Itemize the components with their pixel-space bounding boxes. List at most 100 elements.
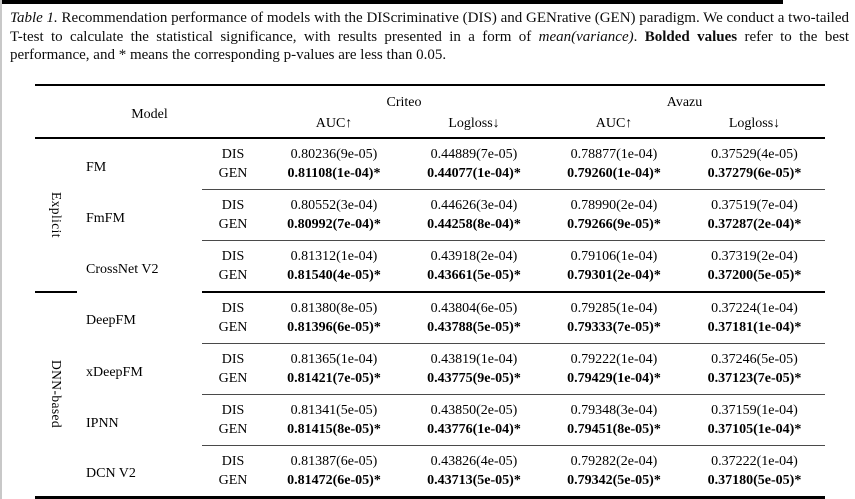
header-metric-avazu-logloss: Logloss↓ (684, 113, 825, 139)
metric-value: 0.37222(1e-04) (711, 454, 798, 469)
header-dataset-criteo: Criteo (386, 95, 422, 110)
header-dataset-avazu: Avazu (666, 95, 703, 110)
metric-value: 0.37519(7e-04) (711, 198, 798, 213)
caption-label: Table 1. (10, 10, 58, 26)
header-metric-criteo-auc: AUC↑ (264, 113, 404, 139)
group-label-text: DNN-based (49, 360, 64, 429)
metric-value: 0.81387(6e-05) (290, 454, 378, 469)
model-name: xDeepFM (86, 364, 143, 380)
metric-value: 0.79451(8e-05)* (544, 420, 684, 446)
metric-value: 0.44077(1e-04)* (404, 164, 544, 190)
metric-value: 0.79106(1e-04) (570, 249, 658, 264)
metric-value: 0.37246(5e-05) (711, 352, 798, 367)
table-row: GEN 0.81396(6e-05)* 0.43788(5e-05)* 0.79333… (35, 318, 825, 344)
metric-value: 0.79260(1e-04)* (544, 164, 684, 190)
metric-value: 0.80552(3e-04) (290, 198, 378, 213)
paradigm-label: DIS (221, 352, 245, 367)
metric-value: 0.81312(1e-04) (290, 249, 378, 264)
table-row: GEN 0.81415(8e-05)* 0.43776(1e-04)* 0.79451… (35, 420, 825, 446)
metric-value: 0.79222(1e-04) (570, 352, 658, 367)
metric-value: 0.81380(8e-05) (290, 301, 378, 316)
metric-value: 0.43850(2e-05) (430, 403, 518, 418)
metric-value: 0.37105(1e-04)* (684, 420, 825, 446)
paradigm-label: GEN (202, 164, 264, 190)
metric-value: 0.81108(1e-04)* (264, 164, 404, 190)
metric-value: 0.37319(2e-04) (711, 249, 798, 264)
metric-value: 0.44626(3e-04) (430, 198, 518, 213)
paradigm-label: DIS (221, 249, 245, 264)
caption-text-1: Recommendation performance of models wit… (10, 10, 849, 45)
table-row: DCN V2 DIS 0.81387(6e-05) 0.43826(4e-05) 0.7… (35, 446, 825, 481)
table-caption: Table 1. Recommendation performance of m… (10, 9, 849, 65)
metric-value: 0.80992(7e-04)* (264, 215, 404, 241)
table-row: xDeepFM DIS 0.81365(1e-04) 0.43819(1e-04) 0.… (35, 344, 825, 380)
header-model: Model (35, 85, 264, 139)
paradigm-label: DIS (221, 301, 245, 316)
metric-value: 0.43661(5e-05)* (404, 266, 544, 293)
model-name: FmFM (86, 210, 125, 226)
metric-value: 0.37224(1e-04) (711, 301, 798, 316)
metric-value: 0.79348(3e-04) (570, 403, 658, 418)
paradigm-label: GEN (202, 420, 264, 446)
metric-value: 0.81396(6e-05)* (264, 318, 404, 344)
results-table: Model Criteo Avazu AUC↑ Logloss↓ AUC↑ Lo… (35, 84, 825, 499)
metric-value: 0.44258(8e-04)* (404, 215, 544, 241)
metric-value: 0.43788(5e-05)* (404, 318, 544, 344)
metric-value: 0.79429(1e-04)* (544, 369, 684, 395)
results-table-wrapper: Model Criteo Avazu AUC↑ Logloss↓ AUC↑ Lo… (35, 84, 825, 499)
metric-value: 0.81365(1e-04) (290, 352, 378, 367)
metric-value: 0.37287(2e-04)* (684, 215, 825, 241)
metric-value: 0.81421(7e-05)* (264, 369, 404, 395)
group-label: DNN-based (35, 292, 77, 498)
metric-value: 0.81540(4e-05)* (264, 266, 404, 293)
table-row: GEN 0.81540(4e-05)* 0.43661(5e-05)* 0.79301… (35, 266, 825, 293)
metric-value: 0.78877(1e-04) (570, 147, 658, 162)
metric-value: 0.81341(5e-05) (290, 403, 378, 418)
metric-value: 0.43819(1e-04) (430, 352, 518, 367)
table-row: GEN 0.81108(1e-04)* 0.44077(1e-04)* 0.79260… (35, 164, 825, 190)
header-metric-avazu-auc: AUC↑ (544, 113, 684, 139)
metric-value: 0.43918(2e-04) (430, 249, 518, 264)
model-name: FM (86, 159, 107, 175)
table-row: GEN 0.81421(7e-05)* 0.43775(9e-05)* 0.79429… (35, 369, 825, 395)
paradigm-label: DIS (221, 454, 245, 469)
metric-value: 0.43775(9e-05)* (404, 369, 544, 395)
model-name: IPNN (86, 415, 119, 431)
metric-value: 0.37180(5e-05)* (707, 473, 802, 488)
metric-value: 0.79285(1e-04) (570, 301, 658, 316)
paradigm-label: DIS (221, 403, 245, 418)
model-name: CrossNet V2 (86, 261, 159, 277)
model-name: DeepFM (86, 313, 136, 329)
table-row: IPNN DIS 0.81341(5e-05) 0.43850(2e-05) 0.793… (35, 395, 825, 431)
caption-text-2: . (633, 28, 645, 45)
table-row: GEN 0.80992(7e-04)* 0.44258(8e-04)* 0.79266… (35, 215, 825, 241)
metric-value: 0.79342(5e-05)* (567, 473, 661, 488)
paradigm-label: GEN (218, 473, 248, 488)
metric-value: 0.43804(6e-05) (430, 301, 518, 316)
metric-value: 0.37159(1e-04) (711, 403, 798, 418)
metric-value: 0.80236(9e-05) (290, 147, 378, 162)
group-label: Explicit (35, 138, 77, 293)
metric-value: 0.37123(7e-05)* (684, 369, 825, 395)
metric-value: 0.81415(8e-05)* (264, 420, 404, 446)
paradigm-label: DIS (221, 147, 245, 162)
paradigm-label: DIS (221, 198, 245, 213)
metric-value: 0.79333(7e-05)* (544, 318, 684, 344)
metric-value: 0.43713(5e-05)* (427, 473, 521, 488)
caption-bold-term: Bolded values (644, 28, 738, 45)
header-row-metrics: AUC↑ Logloss↓ AUC↑ Logloss↓ (35, 113, 825, 139)
header-metric-criteo-logloss: Logloss↓ (404, 113, 544, 139)
metric-value: 0.37279(6e-05)* (684, 164, 825, 190)
table-row: DNN-based DeepFM DIS 0.81380(8e-05) 0.43804(… (35, 292, 825, 429)
metric-value: 0.43826(4e-05) (430, 454, 518, 469)
metric-value: 0.79282(2e-04) (570, 454, 658, 469)
table-row: Explicit FM DIS 0.80236(9e-05) 0.44889(7e-05… (35, 138, 825, 293)
metric-value: 0.79301(2e-04)* (544, 266, 684, 293)
table-row: FmFM DIS 0.80552(3e-04) 0.44626(3e-04) 0.789… (35, 190, 825, 226)
paradigm-label: GEN (202, 318, 264, 344)
metric-value: 0.37181(1e-04)* (684, 318, 825, 344)
metric-value: 0.43776(1e-04)* (404, 420, 544, 446)
header-row-datasets: Model Criteo Avazu (35, 85, 825, 139)
paradigm-label: GEN (202, 369, 264, 395)
